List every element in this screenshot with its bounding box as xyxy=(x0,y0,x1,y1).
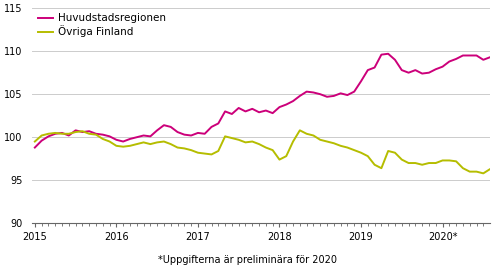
Huvudstadsregionen xyxy=(358,80,364,83)
Övriga Finland xyxy=(297,129,303,132)
Line: Övriga Finland: Övriga Finland xyxy=(35,130,494,184)
Text: *Uppgifterna är preliminära för 2020: *Uppgifterna är preliminära för 2020 xyxy=(158,255,336,265)
Övriga Finland xyxy=(365,154,371,158)
Huvudstadsregionen xyxy=(378,53,384,56)
Huvudstadsregionen xyxy=(399,69,405,72)
Legend: Huvudstadsregionen, Övriga Finland: Huvudstadsregionen, Övriga Finland xyxy=(36,11,168,39)
Övriga Finland xyxy=(385,149,391,153)
Huvudstadsregionen xyxy=(32,146,38,149)
Övriga Finland xyxy=(32,140,38,143)
Line: Huvudstadsregionen: Huvudstadsregionen xyxy=(35,30,494,148)
Övriga Finland xyxy=(406,161,412,165)
Huvudstadsregionen xyxy=(351,90,357,93)
Övriga Finland xyxy=(270,149,276,152)
Övriga Finland xyxy=(358,151,364,154)
Huvudstadsregionen xyxy=(270,112,276,115)
